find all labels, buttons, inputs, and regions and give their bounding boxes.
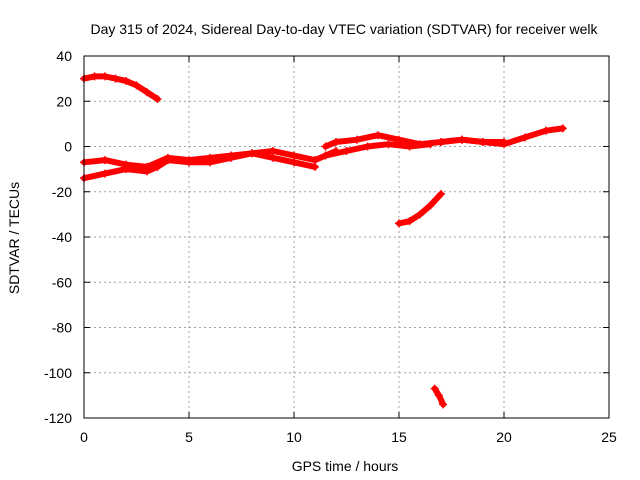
y-tick-label: -80 — [52, 320, 72, 336]
data-point — [164, 156, 172, 165]
y-tick-label: -40 — [52, 229, 72, 245]
series-line — [396, 191, 444, 227]
data-point — [269, 153, 277, 162]
data-point — [374, 131, 382, 140]
series-arc-high — [80, 72, 162, 103]
data-point — [430, 384, 439, 393]
x-tick-label: 5 — [185, 429, 193, 445]
data-point — [363, 142, 372, 151]
data-point — [437, 190, 445, 199]
axis-ticks: 0 5 10 15 20 25 40 20 0 -20 -40 -60 -80 -100 -120 — [44, 48, 617, 445]
chart-title: Day 315 of 2024, Sidereal Day-to-day VTE… — [90, 21, 598, 37]
x-tick-label: 25 — [601, 429, 617, 445]
data-point — [143, 167, 151, 176]
series-arc-late — [437, 124, 567, 149]
data-point — [321, 151, 330, 160]
data-point — [426, 140, 435, 149]
data-point — [290, 158, 298, 167]
data-point — [439, 400, 448, 409]
data-point — [101, 72, 109, 81]
data-point — [185, 158, 193, 167]
data-point — [290, 151, 298, 160]
data-point — [434, 391, 443, 400]
y-tick-label: 40 — [56, 48, 72, 64]
x-tick-label: 15 — [391, 429, 407, 445]
y-tick-label: -120 — [44, 410, 72, 426]
series-arc-mid-lower — [321, 140, 435, 160]
x-tick-label: 0 — [80, 429, 88, 445]
y-tick-label: -20 — [52, 184, 72, 200]
data-point — [321, 142, 330, 151]
x-tick-label: 10 — [286, 429, 302, 445]
data-point — [384, 140, 393, 149]
data-point — [132, 81, 141, 90]
y-tick-label: -60 — [52, 274, 72, 290]
y-tick-label: -100 — [44, 365, 72, 381]
data-point — [269, 147, 277, 156]
data-point — [101, 169, 109, 178]
series-arc-dip — [395, 190, 445, 228]
y-axis-label: SDTVAR / TECUs — [6, 182, 22, 294]
data-point — [90, 72, 99, 81]
data-point — [426, 201, 435, 210]
data-point — [416, 210, 424, 219]
data-point — [437, 137, 445, 146]
data-point — [111, 74, 120, 83]
data-point — [311, 162, 319, 171]
data-point — [311, 156, 319, 165]
y-tick-label: 20 — [56, 93, 72, 109]
data-point — [405, 217, 414, 226]
data-point — [206, 158, 214, 167]
data-point — [405, 142, 414, 151]
data-point — [542, 126, 550, 135]
data-point — [479, 137, 487, 146]
data-point — [122, 165, 130, 174]
y-tick-label: 0 — [64, 139, 72, 155]
data-point — [101, 156, 109, 165]
data-point — [558, 124, 567, 133]
data-point — [122, 76, 130, 85]
data-point — [500, 140, 508, 149]
data-point — [248, 149, 256, 158]
data-point — [353, 135, 361, 144]
data-series — [80, 72, 567, 409]
data-point — [153, 94, 162, 103]
x-axis-label: GPS time / hours — [292, 458, 399, 474]
data-point — [458, 135, 466, 144]
data-point — [521, 133, 529, 142]
data-point — [227, 153, 235, 162]
data-point — [143, 88, 151, 97]
x-tick-label: 20 — [496, 429, 512, 445]
data-point — [153, 162, 162, 171]
series-line — [322, 141, 434, 159]
data-point — [395, 219, 403, 228]
data-point — [342, 147, 351, 156]
grid-lines — [84, 56, 609, 418]
series-arc-low — [430, 384, 448, 409]
data-point — [332, 137, 340, 146]
